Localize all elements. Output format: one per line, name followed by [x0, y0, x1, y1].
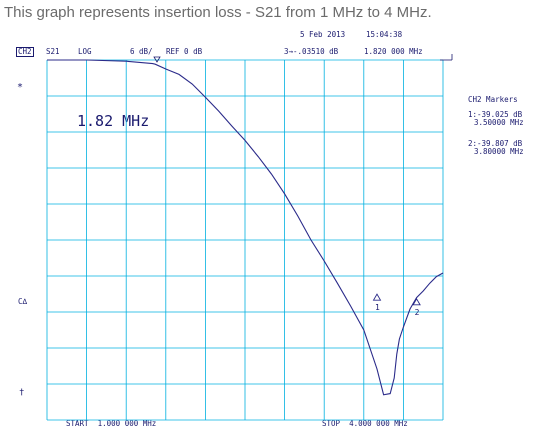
big-frequency-label: 1.82 MHz [77, 112, 150, 130]
top-right-arrow-icon [440, 54, 453, 61]
marker-1-triangle-icon [372, 293, 382, 301]
left-dagger-annotation: † [19, 388, 25, 398]
marker-2-label: 2 [415, 308, 420, 317]
param-label: S21 [46, 47, 60, 56]
caption: This graph represents insertion loss - S… [4, 4, 432, 21]
ref-tick-icon [153, 56, 161, 63]
ref-label: REF 0 dB [166, 47, 203, 56]
marker1-freq: 3.50000 MHz [474, 118, 524, 127]
start-frequency-label: START 1.000 000 MHz [66, 419, 157, 428]
markers-panel-title: CH2 Markers [468, 95, 518, 104]
left-star-annotation: * [17, 82, 24, 93]
header-time: 15:04:38 [366, 30, 403, 39]
s21-trace [47, 59, 444, 396]
marker-1-label: 1 [375, 303, 380, 312]
marker2-value: 2:-39.807 dB [468, 139, 523, 148]
stop-frequency-label: STOP 4.000 000 MHz [322, 419, 408, 428]
left-ca-annotation: C∆ [18, 297, 28, 306]
plot-grid [46, 59, 444, 421]
scale-label: 6 dB/ [130, 47, 153, 56]
marker1-value: 1:-39.025 dB [468, 110, 523, 119]
marker-readout: 3→-.03510 dB [284, 47, 339, 56]
channel-badge: CH2 [16, 47, 34, 57]
marker2-freq: 3.80000 MHz [474, 147, 524, 156]
marker-freq: 1.820 000 MHz [364, 47, 423, 56]
header-date: 5 Feb 2013 [300, 30, 346, 39]
format-label: LOG [78, 47, 92, 56]
marker-layer: 12 [372, 293, 421, 317]
marker-2-triangle-icon [412, 297, 421, 306]
